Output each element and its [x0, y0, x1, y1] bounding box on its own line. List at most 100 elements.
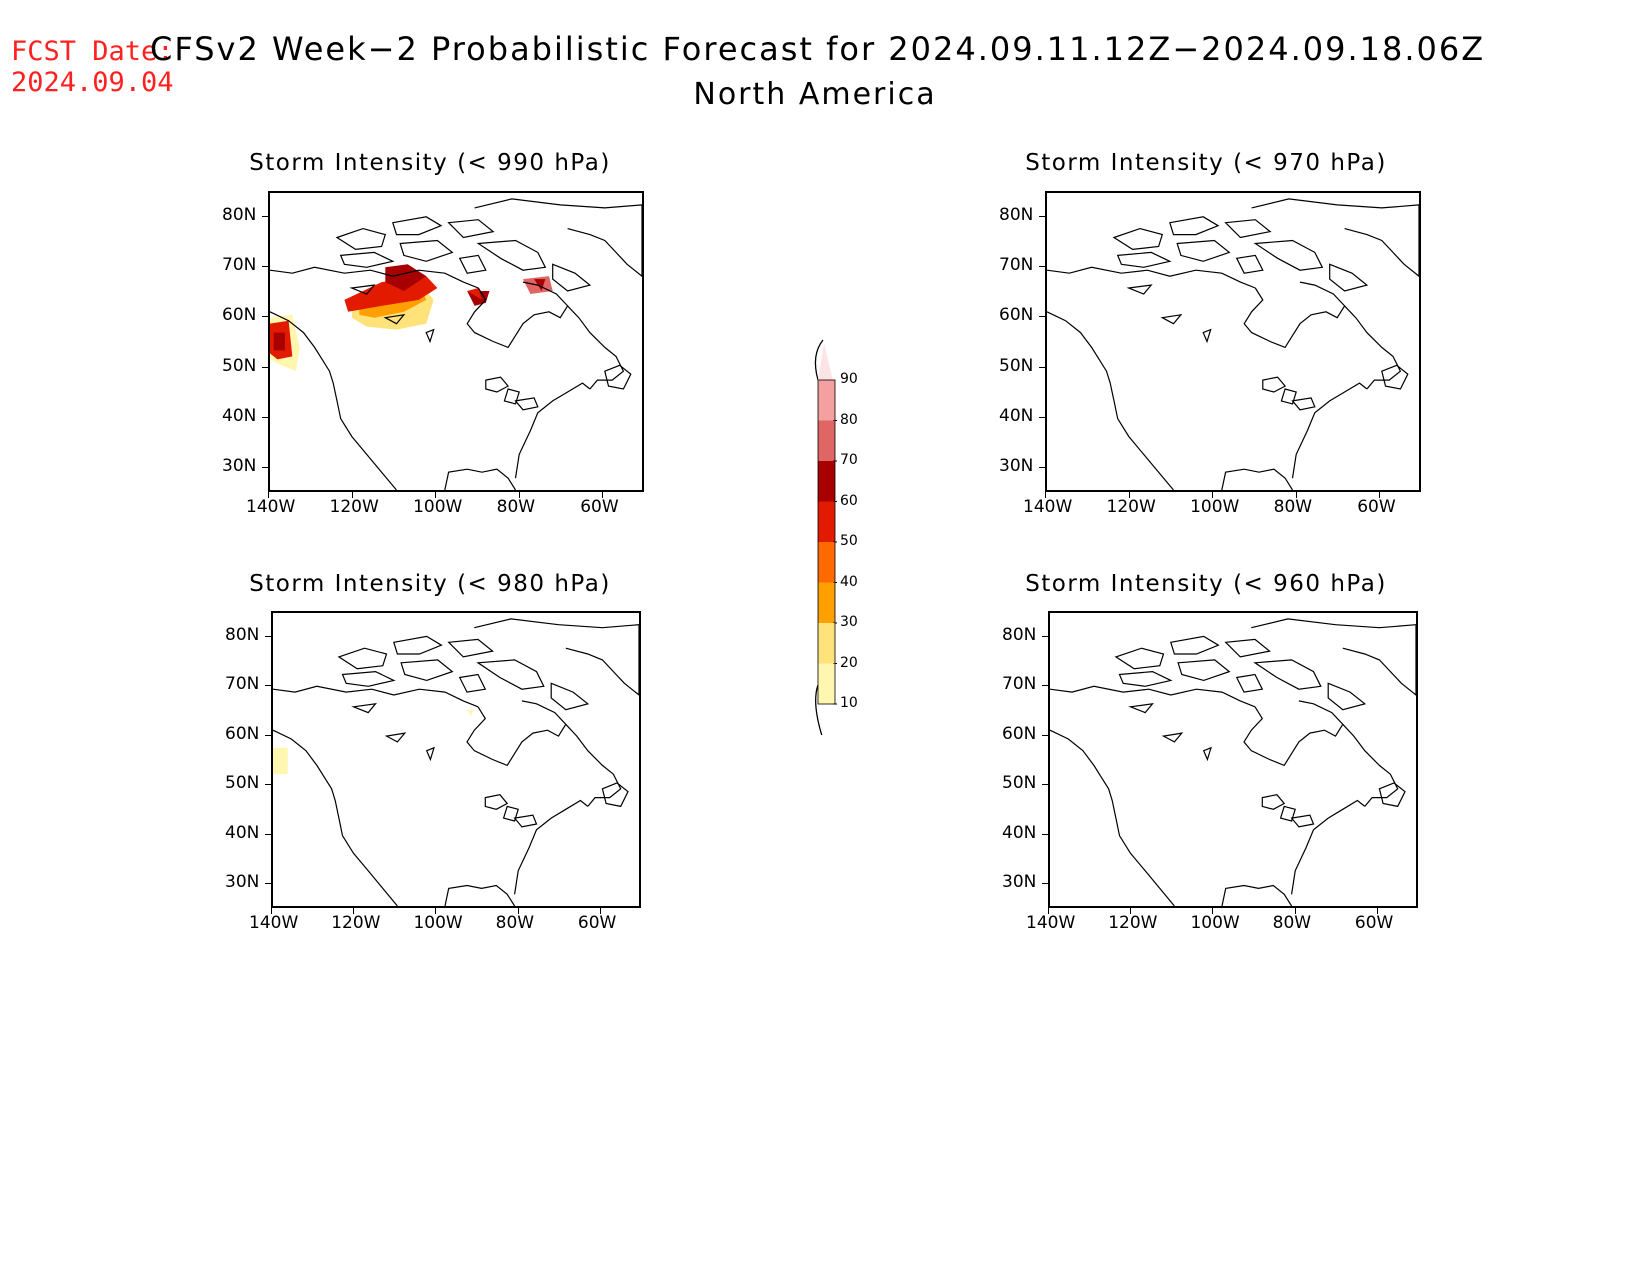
- colorbar-swatch: [818, 542, 835, 583]
- lat-tick: [1042, 635, 1048, 637]
- lon-tick: [1212, 908, 1214, 914]
- lon-tick: [1294, 908, 1296, 914]
- lat-tick-label: 70N: [1002, 674, 1037, 695]
- lat-tick-label: 60N: [999, 305, 1034, 326]
- coastline: [273, 685, 479, 708]
- lon-tick-label: 80W: [1272, 913, 1312, 933]
- coastline: [601, 782, 629, 808]
- coastline: [565, 723, 622, 807]
- colorbar-label: 20: [840, 654, 858, 671]
- coastline: [1224, 219, 1272, 239]
- coastline: [1221, 468, 1294, 490]
- coastline: [604, 364, 632, 390]
- coastline: [474, 198, 642, 277]
- colorbar-label: 40: [840, 573, 858, 590]
- coastline: [447, 219, 495, 239]
- lat-tick: [1039, 366, 1045, 368]
- colorbar: [805, 335, 845, 746]
- probability-shade: [344, 276, 438, 312]
- coastline: [393, 635, 443, 655]
- coastline: [425, 328, 435, 344]
- coastline: [1291, 382, 1368, 479]
- coastline: [484, 794, 509, 810]
- coastline: [1116, 251, 1172, 268]
- coastline: [444, 468, 517, 490]
- lat-tick: [265, 734, 271, 736]
- coastline: [1291, 397, 1316, 411]
- map-canvas: [270, 198, 642, 490]
- lon-tick-label: 140W: [249, 913, 299, 933]
- lat-tick: [1039, 266, 1045, 268]
- lat-tick: [262, 316, 268, 318]
- coastline: [335, 227, 387, 251]
- probability-shade: [534, 279, 546, 292]
- coastline: [400, 659, 454, 682]
- colorbar-label: 30: [840, 614, 858, 630]
- probability-shade: [467, 288, 483, 300]
- lat-tick-label: 50N: [225, 773, 260, 794]
- probability-shade: [273, 747, 288, 775]
- lat-tick: [1042, 883, 1048, 885]
- lon-tick: [268, 492, 269, 498]
- lat-tick-label: 80N: [222, 205, 257, 226]
- colorbar-swatch: [818, 420, 835, 461]
- map-panel-980: [271, 611, 641, 908]
- coastline: [502, 805, 519, 822]
- colorbar-graphic: [814, 339, 837, 746]
- colorbar-swatch: [818, 380, 835, 421]
- lon-tick-label: 80W: [1273, 497, 1313, 517]
- coastline: [425, 746, 435, 762]
- coastline: [392, 216, 443, 236]
- coastline: [476, 239, 547, 271]
- map-panel-960: [1048, 611, 1418, 908]
- coastline: [273, 729, 398, 906]
- lon-tick: [1048, 908, 1049, 914]
- lat-tick-label: 50N: [1002, 773, 1037, 794]
- coastline: [1243, 281, 1346, 349]
- lat-tick-label: 60N: [222, 305, 257, 326]
- lat-tick-label: 80N: [225, 624, 260, 645]
- coastline: [1251, 618, 1416, 696]
- coastline: [337, 647, 388, 670]
- lon-tick: [518, 492, 520, 498]
- coastline: [1279, 805, 1296, 822]
- lon-tick: [517, 908, 519, 914]
- coastline: [399, 239, 454, 262]
- fcst-date-value: 2024.09.04: [11, 67, 174, 98]
- lat-tick-label: 60N: [1002, 723, 1037, 744]
- coastline: [1221, 884, 1293, 906]
- forecast-date-block: FCST Date: 2024.09.04: [11, 36, 174, 98]
- lon-tick-label: 60W: [580, 497, 619, 517]
- lat-tick: [262, 216, 268, 218]
- lat-tick: [265, 833, 271, 835]
- colorbar-label: 90: [840, 371, 858, 387]
- lon-tick-label: 120W: [1108, 913, 1158, 933]
- coastline: [1126, 284, 1153, 295]
- colorbar-swatch: [818, 501, 835, 542]
- coastline: [514, 382, 591, 479]
- lat-tick: [265, 784, 271, 786]
- lat-tick-label: 60N: [225, 723, 260, 744]
- lat-tick-label: 40N: [222, 405, 257, 426]
- lat-tick-label: 40N: [225, 822, 260, 843]
- coastline: [270, 266, 479, 289]
- lat-tick: [265, 883, 271, 885]
- lat-tick: [262, 416, 268, 418]
- lat-tick-label: 40N: [999, 405, 1034, 426]
- lat-tick-label: 30N: [1002, 872, 1037, 893]
- colorbar-label: 80: [840, 411, 858, 428]
- coastline: [1050, 685, 1256, 708]
- coastline: [349, 284, 376, 295]
- lat-tick-label: 50N: [999, 355, 1034, 376]
- coastline: [1224, 638, 1271, 658]
- coastline: [1253, 659, 1322, 690]
- coastline: [1047, 266, 1256, 289]
- coastline: [1280, 388, 1297, 405]
- coastline: [567, 305, 625, 390]
- lon-tick-label: 100W: [1190, 913, 1240, 933]
- lat-tick: [265, 685, 271, 687]
- coastline: [1381, 364, 1409, 390]
- coastline: [1253, 239, 1324, 271]
- lat-tick-label: 70N: [222, 255, 257, 276]
- lon-tick-label: 80W: [496, 497, 536, 517]
